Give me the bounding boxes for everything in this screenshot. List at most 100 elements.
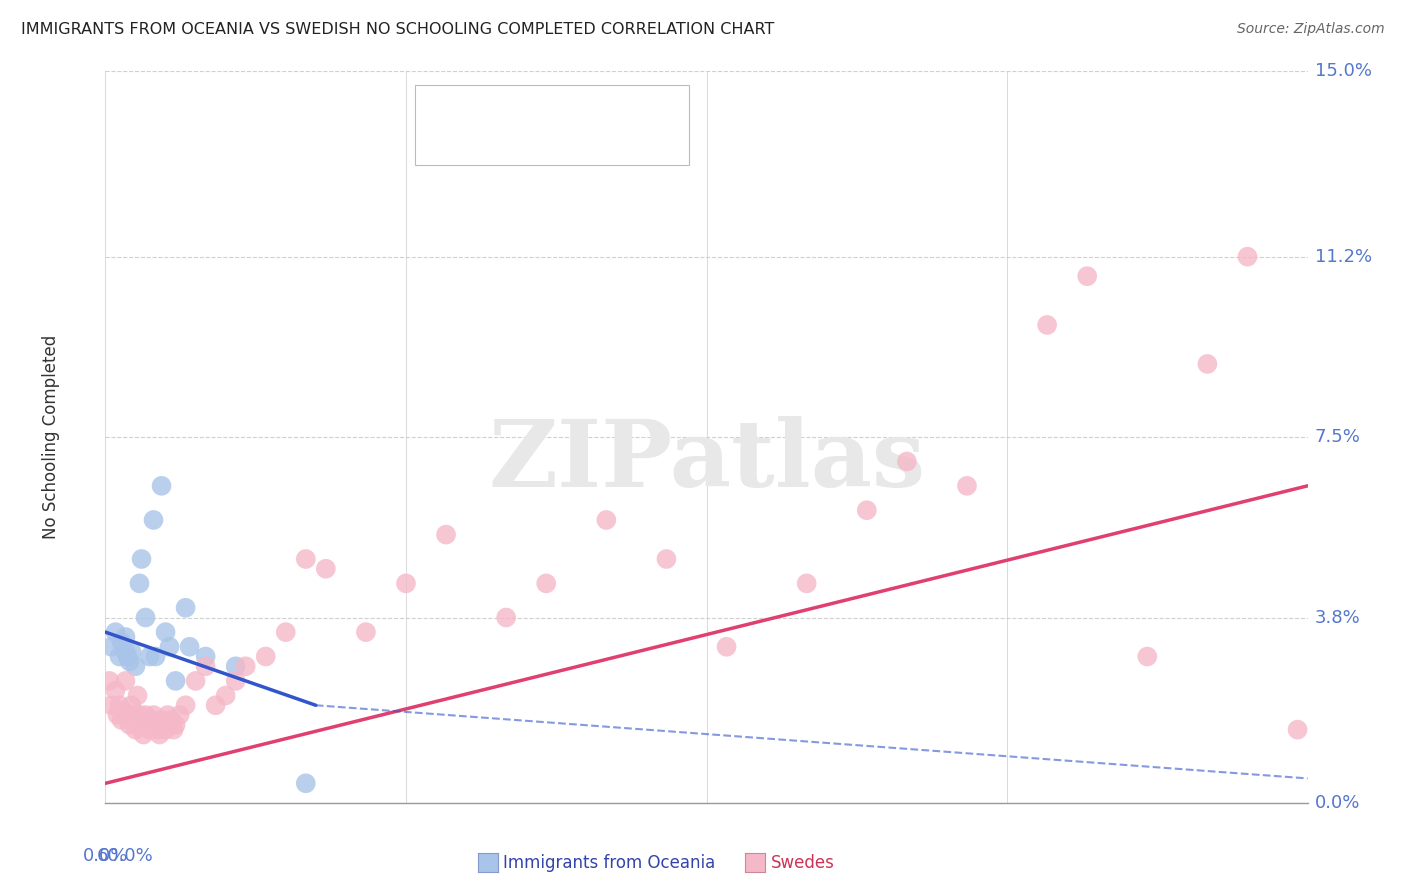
Point bbox=[145, 649, 167, 664]
Point bbox=[315, 562, 337, 576]
Point bbox=[131, 718, 153, 732]
Point bbox=[145, 718, 167, 732]
Point bbox=[146, 723, 169, 737]
Point bbox=[1076, 269, 1098, 284]
Point bbox=[174, 600, 197, 615]
Point bbox=[122, 708, 145, 723]
Text: 7.5%: 7.5% bbox=[1315, 428, 1361, 446]
Point bbox=[100, 698, 122, 713]
Point bbox=[128, 576, 150, 591]
Point bbox=[184, 673, 207, 688]
Point bbox=[295, 552, 318, 566]
Text: 11.2%: 11.2% bbox=[1315, 248, 1372, 266]
Point bbox=[148, 727, 170, 741]
Point bbox=[225, 673, 247, 688]
Point bbox=[254, 649, 277, 664]
Point bbox=[194, 659, 217, 673]
Point bbox=[142, 708, 165, 723]
Point bbox=[194, 649, 217, 664]
Point bbox=[204, 698, 226, 713]
Point bbox=[132, 727, 155, 741]
Point bbox=[395, 576, 418, 591]
Point bbox=[114, 630, 136, 644]
Point bbox=[1036, 318, 1059, 332]
Point bbox=[128, 708, 150, 723]
Point bbox=[117, 649, 139, 664]
Point bbox=[104, 625, 127, 640]
Point bbox=[135, 708, 157, 723]
Point bbox=[110, 713, 132, 727]
Point bbox=[235, 659, 257, 673]
Point bbox=[295, 776, 318, 790]
Text: Immigrants from Oceania: Immigrants from Oceania bbox=[503, 854, 716, 871]
Point bbox=[108, 698, 131, 713]
Text: 60.0%: 60.0% bbox=[97, 847, 153, 864]
Point bbox=[160, 713, 183, 727]
Point bbox=[155, 723, 177, 737]
Point bbox=[274, 625, 297, 640]
Point bbox=[110, 635, 132, 649]
Point bbox=[142, 513, 165, 527]
Point bbox=[124, 659, 146, 673]
Point bbox=[155, 625, 177, 640]
Point bbox=[534, 576, 557, 591]
Point bbox=[1136, 649, 1159, 664]
Point bbox=[174, 698, 197, 713]
Point bbox=[796, 576, 818, 591]
Point bbox=[138, 723, 160, 737]
Point bbox=[159, 718, 181, 732]
Point bbox=[162, 723, 184, 737]
Point bbox=[1286, 723, 1309, 737]
Point bbox=[141, 713, 163, 727]
Point bbox=[150, 713, 173, 727]
Point bbox=[121, 698, 143, 713]
Point bbox=[108, 649, 131, 664]
Point bbox=[716, 640, 738, 654]
Point bbox=[98, 673, 121, 688]
Point bbox=[124, 723, 146, 737]
Text: 0.0%: 0.0% bbox=[83, 847, 128, 864]
Point bbox=[159, 640, 181, 654]
Point bbox=[138, 649, 160, 664]
Point bbox=[595, 513, 617, 527]
Text: No Schooling Completed: No Schooling Completed bbox=[42, 335, 60, 539]
Text: 15.0%: 15.0% bbox=[1315, 62, 1371, 80]
Point bbox=[131, 552, 153, 566]
Point bbox=[896, 454, 918, 468]
Point bbox=[354, 625, 377, 640]
Point bbox=[114, 645, 136, 659]
Point bbox=[156, 708, 179, 723]
Point bbox=[121, 645, 143, 659]
Point bbox=[165, 718, 187, 732]
Text: ZIPatlas: ZIPatlas bbox=[488, 417, 925, 507]
Point bbox=[179, 640, 201, 654]
Point bbox=[214, 689, 236, 703]
Point bbox=[114, 673, 136, 688]
Point bbox=[956, 479, 979, 493]
Point bbox=[495, 610, 517, 624]
Point bbox=[136, 718, 159, 732]
Text: R = -0.239   N = 25: R = -0.239 N = 25 bbox=[460, 97, 650, 115]
Text: R =  0.607   N = 62: R = 0.607 N = 62 bbox=[460, 133, 650, 151]
Point bbox=[225, 659, 247, 673]
Point bbox=[169, 708, 191, 723]
Point bbox=[104, 683, 127, 698]
Point bbox=[1236, 250, 1258, 264]
Point bbox=[107, 708, 129, 723]
Point bbox=[135, 610, 157, 624]
Text: 0.0%: 0.0% bbox=[1315, 794, 1360, 812]
Point bbox=[150, 479, 173, 493]
Point bbox=[655, 552, 678, 566]
Point bbox=[855, 503, 877, 517]
Point bbox=[118, 654, 141, 668]
Point bbox=[118, 718, 141, 732]
Point bbox=[434, 527, 457, 541]
Point bbox=[112, 703, 135, 717]
Text: Swedes: Swedes bbox=[770, 854, 834, 871]
Text: IMMIGRANTS FROM OCEANIA VS SWEDISH NO SCHOOLING COMPLETED CORRELATION CHART: IMMIGRANTS FROM OCEANIA VS SWEDISH NO SC… bbox=[21, 22, 775, 37]
Point bbox=[1197, 357, 1219, 371]
Point bbox=[100, 640, 122, 654]
Text: Source: ZipAtlas.com: Source: ZipAtlas.com bbox=[1237, 22, 1385, 37]
Point bbox=[165, 673, 187, 688]
Point bbox=[127, 689, 149, 703]
